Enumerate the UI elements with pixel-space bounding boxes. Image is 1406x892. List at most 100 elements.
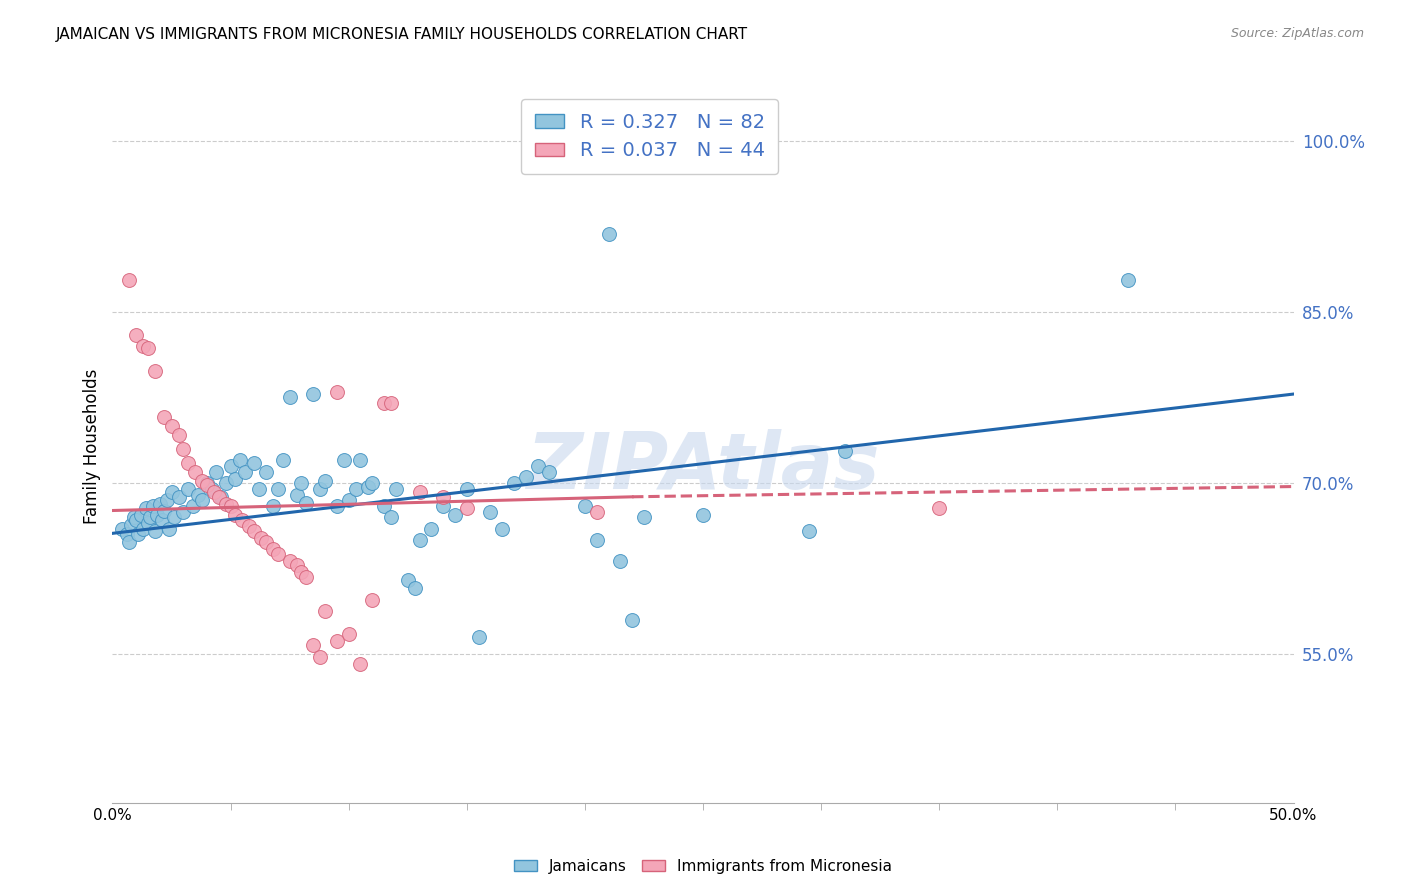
Text: Source: ZipAtlas.com: Source: ZipAtlas.com [1230, 27, 1364, 40]
Point [1116, 273, 1139, 287]
Point [380, 396, 402, 410]
Point [271, 453, 294, 467]
Legend: Jamaicans, Immigrants from Micronesia: Jamaicans, Immigrants from Micronesia [508, 853, 898, 880]
Y-axis label: Family Households: Family Households [83, 368, 101, 524]
Point [120, 518, 142, 533]
Point [408, 485, 430, 500]
Point [314, 474, 336, 488]
Point [243, 456, 266, 470]
Point [302, 638, 325, 652]
Point [224, 471, 246, 485]
Point [233, 465, 256, 479]
Point [302, 387, 325, 401]
Point [132, 339, 155, 353]
Point [115, 527, 138, 541]
Point [177, 482, 200, 496]
Point [356, 479, 378, 493]
Point [380, 510, 402, 524]
Point [337, 627, 360, 641]
Point [254, 535, 277, 549]
Point [467, 630, 489, 644]
Point [349, 453, 371, 467]
Legend: R = 0.327   N = 82, R = 0.037   N = 44: R = 0.327 N = 82, R = 0.037 N = 44 [522, 99, 779, 174]
Point [609, 554, 631, 568]
Point [692, 508, 714, 522]
Point [150, 513, 173, 527]
Point [146, 508, 169, 522]
Point [229, 453, 252, 467]
Point [243, 524, 266, 538]
Point [215, 497, 238, 511]
Point [295, 495, 318, 509]
Point [143, 524, 166, 538]
Point [191, 474, 214, 488]
Point [585, 533, 607, 548]
Point [621, 613, 644, 627]
Point [191, 493, 214, 508]
Point [420, 522, 443, 536]
Point [337, 493, 360, 508]
Point [309, 649, 332, 664]
Point [118, 535, 141, 549]
Point [262, 542, 284, 557]
Point [585, 505, 607, 519]
Point [799, 524, 821, 538]
Point [156, 493, 179, 508]
Point [231, 513, 253, 527]
Point [208, 490, 231, 504]
Point [172, 442, 194, 456]
Point [132, 522, 155, 536]
Point [285, 558, 308, 573]
Point [834, 444, 856, 458]
Text: ZIPAtlas: ZIPAtlas [526, 429, 880, 506]
Point [295, 570, 318, 584]
Point [111, 522, 134, 536]
Point [278, 554, 301, 568]
Point [262, 499, 284, 513]
Point [195, 478, 218, 492]
Point [125, 513, 148, 527]
Point [290, 565, 312, 579]
Point [408, 533, 430, 548]
Point [153, 409, 176, 424]
Point [326, 384, 349, 399]
Point [333, 453, 356, 467]
Point [326, 499, 349, 513]
Point [491, 522, 513, 536]
Point [167, 490, 190, 504]
Point [349, 657, 371, 671]
Point [201, 482, 224, 496]
Point [195, 476, 218, 491]
Point [202, 485, 225, 500]
Point [157, 522, 180, 536]
Point [247, 482, 270, 496]
Point [219, 458, 242, 473]
Point [444, 508, 467, 522]
Point [224, 508, 246, 522]
Point [135, 501, 157, 516]
Point [267, 482, 290, 496]
Point [285, 487, 308, 501]
Point [254, 465, 277, 479]
Point [125, 327, 148, 342]
Point [238, 519, 260, 533]
Point [290, 476, 312, 491]
Point [250, 531, 273, 545]
Point [456, 501, 478, 516]
Point [538, 465, 561, 479]
Point [215, 476, 238, 491]
Point [515, 470, 537, 484]
Point [526, 458, 548, 473]
Point [136, 342, 159, 356]
Point [209, 490, 232, 504]
Point [928, 501, 950, 516]
Point [149, 497, 172, 511]
Point [309, 482, 332, 496]
Point [373, 499, 395, 513]
Point [574, 499, 596, 513]
Point [177, 456, 200, 470]
Point [479, 505, 502, 519]
Point [127, 527, 149, 541]
Point [160, 485, 183, 500]
Point [181, 499, 204, 513]
